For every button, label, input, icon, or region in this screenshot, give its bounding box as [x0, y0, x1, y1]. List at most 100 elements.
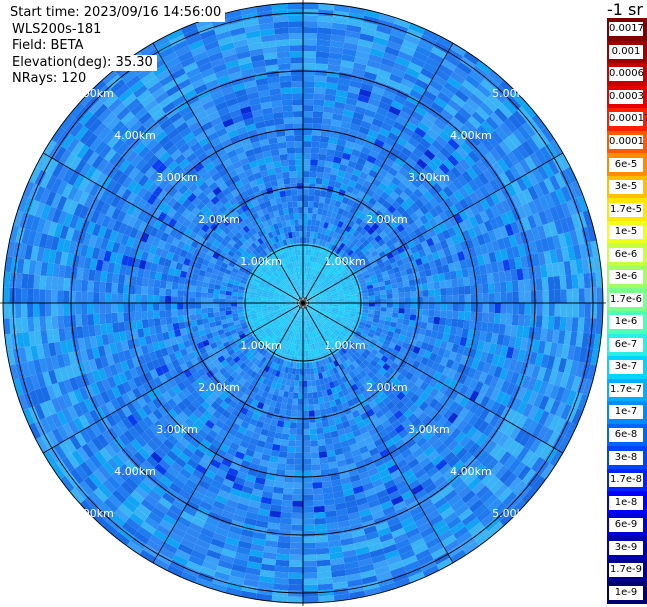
range-gate-cell: [303, 291, 306, 298]
range-gate-cell: [189, 314, 197, 321]
range-gate-cell: [305, 308, 308, 315]
range-gate-cell: [69, 303, 76, 316]
range-gate-cell: [529, 240, 538, 255]
range-gate-cell: [345, 30, 361, 39]
range-gate-cell: [405, 474, 418, 485]
range-gate-cell: [3, 303, 10, 319]
range-gate-cell: [391, 312, 399, 319]
range-gate-cell: [490, 261, 499, 273]
range-gate-cell: [332, 16, 349, 25]
range-gate-cell: [544, 193, 556, 209]
range-gate-cell: [405, 216, 415, 226]
range-gate-cell: [385, 311, 393, 318]
range-gate-cell: [306, 267, 309, 274]
range-gate-cell: [370, 348, 379, 356]
range-gate-cell: [500, 380, 511, 394]
range-gate-cell: [318, 589, 334, 597]
range-gate-cell: [345, 343, 353, 350]
range-gate-cell: [297, 404, 303, 411]
range-gate-cell: [362, 114, 374, 124]
range-gate-cell: [307, 313, 311, 320]
range-gate-cell: [465, 337, 474, 349]
range-gate-cell: [387, 167, 399, 177]
range-gate-cell: [410, 538, 426, 550]
range-gate-cell: [362, 299, 369, 303]
range-gate-cell: [517, 125, 532, 141]
range-gate-cell: [334, 319, 341, 324]
range-gate-cell: [308, 304, 315, 307]
range-gate-cell: [347, 349, 354, 357]
range-gate-cell: [334, 447, 344, 456]
range-gate-cell: [524, 291, 531, 303]
range-gate-cell: [342, 209, 350, 218]
range-gate-cell: [351, 245, 359, 253]
range-gate-cell: [275, 382, 282, 390]
range-gate-cell: [369, 123, 382, 134]
range-gate-cell: [392, 378, 401, 388]
range-gate-cell: [318, 402, 326, 410]
range-gate-cell: [307, 207, 314, 214]
range-gate-cell: [297, 410, 303, 417]
range-gate-cell: [563, 330, 572, 346]
range-gate-cell: [329, 173, 338, 182]
range-gate-cell: [320, 346, 325, 354]
range-gate-cell: [314, 517, 327, 525]
range-gate-cell: [426, 253, 435, 263]
range-gate-cell: [392, 218, 401, 228]
range-gate-cell: [219, 554, 235, 564]
range-gate-cell: [331, 267, 337, 274]
range-gate-cell: [383, 370, 392, 380]
range-gate-cell: [294, 313, 299, 320]
range-gate-cell: [533, 393, 544, 408]
range-gate-cell: [330, 405, 339, 414]
range-gate-cell: [391, 527, 406, 539]
range-gate-cell: [543, 382, 555, 398]
range-gate-cell: [445, 279, 453, 288]
range-gate-cell: [279, 445, 288, 453]
range-gate-cell: [342, 288, 350, 293]
range-gate-cell: [396, 281, 404, 288]
range-gate-cell: [384, 172, 395, 182]
range-gate-cell: [75, 314, 83, 327]
range-gate-cell: [506, 292, 513, 303]
range-gate-cell: [231, 563, 247, 573]
range-gate-cell: [210, 538, 226, 549]
range-gate-cell: [408, 152, 421, 164]
range-gate-cell: [421, 315, 429, 323]
range-gate-cell: [348, 12, 365, 22]
range-gate-cell: [339, 202, 347, 210]
range-gate-cell: [327, 418, 336, 427]
range-gate-cell: [508, 234, 518, 248]
range-gate-cell: [398, 484, 411, 496]
range-gate-cell: [207, 307, 214, 314]
range-gate-cell: [549, 206, 560, 222]
range-gate-cell: [298, 320, 301, 327]
range-gate-cell: [317, 347, 323, 355]
range-gate-cell: [141, 277, 149, 287]
range-gate-cell: [346, 281, 354, 286]
range-gate-cell: [517, 279, 525, 292]
range-gate-cell: [375, 246, 384, 254]
range-gate-cell: [272, 375, 279, 383]
range-gate-cell: [385, 263, 393, 271]
range-gate-cell: [348, 356, 356, 364]
range-gate-cell: [509, 426, 522, 441]
range-gate-cell: [371, 375, 380, 384]
range-gate-cell: [546, 355, 556, 370]
range-gate-cell: [493, 313, 501, 324]
range-gate-cell: [502, 236, 512, 249]
range-gate-cell: [260, 496, 273, 505]
range-gate-cell: [319, 319, 325, 326]
range-gate-cell: [587, 333, 596, 349]
range-gate-cell: [419, 137, 432, 150]
range-gate-cell: [303, 554, 317, 561]
range-gate-cell: [207, 312, 215, 319]
range-gate-cell: [51, 303, 58, 317]
range-gate-cell: [438, 162, 451, 175]
range-gate-cell: [292, 362, 297, 369]
range-gate-cell: [423, 482, 438, 495]
range-gate-cell: [589, 318, 597, 334]
range-gate-cell: [341, 375, 348, 384]
range-gate-cell: [378, 494, 391, 505]
range-gate-cell: [332, 205, 340, 214]
